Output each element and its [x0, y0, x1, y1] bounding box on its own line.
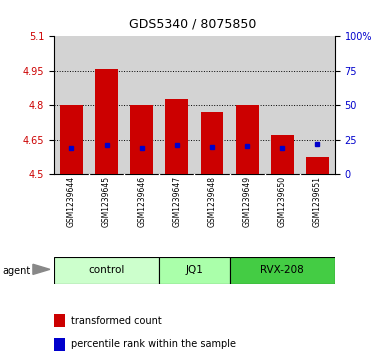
Bar	[229, 257, 335, 284]
Bar	[130, 105, 153, 174]
Text: GDS5340 / 8075850: GDS5340 / 8075850	[129, 17, 256, 30]
Text: RVX-208: RVX-208	[260, 265, 304, 275]
Bar	[54, 314, 65, 327]
Bar	[201, 112, 223, 174]
Bar	[95, 69, 118, 174]
Text: control: control	[89, 265, 125, 275]
Text: agent: agent	[2, 266, 30, 276]
Text: transformed count: transformed count	[71, 316, 162, 326]
Bar	[159, 257, 229, 284]
Text: percentile rank within the sample: percentile rank within the sample	[71, 339, 236, 350]
Bar	[166, 99, 188, 174]
Polygon shape	[33, 264, 50, 274]
Bar	[54, 257, 159, 284]
Text: JQ1: JQ1	[186, 265, 203, 275]
Bar	[306, 157, 329, 174]
Bar	[60, 105, 83, 174]
Bar	[271, 135, 294, 174]
Bar	[54, 338, 65, 351]
Bar	[236, 105, 259, 174]
